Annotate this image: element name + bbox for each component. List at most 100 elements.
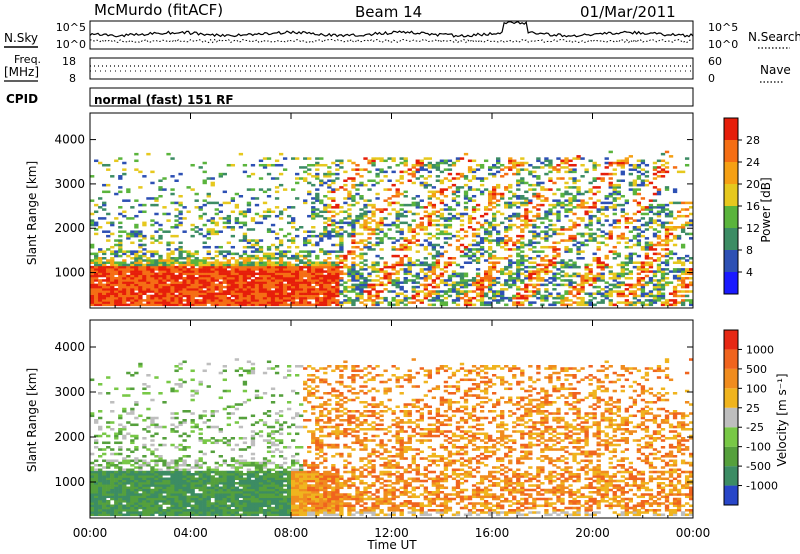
heatmap-cell: [564, 161, 569, 165]
heatmap-cell: [331, 234, 336, 238]
heatmap-cell: [512, 294, 517, 298]
heatmap-cell: [359, 276, 364, 280]
heatmap-cell: [516, 265, 521, 269]
heatmap-cell: [303, 301, 308, 304]
heatmap-cell: [234, 274, 240, 278]
heatmap-cell: [335, 261, 340, 264]
heatmap-cell: [604, 290, 609, 293]
heatmap-cell: [636, 188, 642, 191]
heatmap-cell: [367, 294, 372, 298]
heatmap-cell: [556, 188, 561, 191]
heatmap-cell: [656, 263, 662, 267]
heatmap-cell: [226, 263, 231, 267]
heatmap-cell: [274, 159, 280, 163]
heatmap-cell: [459, 175, 465, 178]
heatmap-cell: [242, 294, 248, 298]
heatmap-cell: [307, 292, 312, 296]
heatmap-cell: [355, 288, 360, 291]
heatmap-cell: [624, 159, 629, 163]
heatmap-cell: [266, 288, 272, 291]
heatmap-cell: [500, 294, 505, 298]
heatmap-cell: [138, 414, 143, 418]
heatmap-cell: [556, 170, 561, 174]
heatmap-cell: [528, 163, 533, 167]
heatmap-cell: [407, 228, 412, 231]
heatmap-cell: [102, 268, 107, 271]
heatmap-cell: [399, 261, 404, 264]
heatmap-cell: [270, 301, 276, 304]
heatmap-cell: [688, 303, 694, 307]
heatmap-cell: [307, 168, 312, 171]
heatmap-cell: [242, 170, 248, 174]
heatmap-cell: [98, 285, 103, 289]
heatmap-cell: [447, 172, 453, 176]
heatmap-cell: [512, 296, 517, 300]
heatmap-cell: [311, 292, 316, 296]
heatmap-cell: [664, 161, 670, 165]
heatmap-cell: [504, 283, 509, 287]
heatmap-cell: [536, 194, 541, 198]
heatmap-cell: [644, 241, 650, 245]
heatmap-cell: [624, 276, 629, 280]
heatmap-cell: [684, 290, 690, 293]
heatmap-cell: [347, 197, 352, 200]
heatmap-cell: [134, 276, 139, 280]
heatmap-cell: [383, 276, 388, 280]
heatmap-cell: [134, 446, 139, 449]
heatmap-cell: [278, 263, 284, 267]
heatmap-cell: [612, 276, 617, 280]
heatmap-cell: [596, 257, 601, 260]
heatmap-cell: [371, 270, 376, 273]
heatmap-cell: [528, 303, 533, 307]
heatmap-cell: [170, 257, 175, 260]
heatmap-cell: [656, 292, 662, 296]
heatmap-cell: [126, 468, 131, 472]
heatmap-cell: [118, 177, 123, 180]
heatmap-cell: [479, 252, 485, 256]
heatmap-cell: [483, 228, 489, 231]
heatmap-cell: [616, 301, 621, 304]
heatmap-cell: [242, 288, 248, 291]
heatmap-cell: [311, 208, 316, 211]
heatmap-cell: [214, 279, 219, 282]
heatmap-cell: [154, 461, 159, 465]
heatmap-cell: [250, 245, 256, 249]
heatmap-cell: [311, 303, 316, 307]
heatmap-cell: [270, 268, 276, 271]
heatmap-cell: [415, 294, 420, 298]
heatmap-cell: [680, 226, 686, 229]
heatmap-cell: [616, 294, 621, 298]
heatmap-cell: [162, 296, 167, 300]
heatmap-cell: [564, 157, 569, 160]
heatmap-cell: [660, 163, 666, 167]
heatmap-cell: [588, 234, 593, 238]
heatmap-cell: [94, 421, 99, 424]
heatmap-cell: [355, 285, 360, 289]
heatmap-cell: [427, 163, 432, 167]
heatmap-cell: [544, 239, 549, 242]
heatmap-cell: [628, 301, 633, 304]
heatmap-cell: [154, 285, 159, 289]
heatmap-cell: [540, 194, 545, 198]
heatmap-cell: [118, 441, 123, 445]
heatmap-cell: [584, 232, 589, 236]
heatmap-cell: [588, 188, 593, 191]
heatmap-cell: [584, 170, 589, 174]
heatmap-cell: [118, 279, 123, 282]
heatmap-cell: [178, 245, 183, 249]
heatmap-cell: [504, 166, 509, 169]
heatmap-cell: [282, 252, 288, 256]
heatmap-cell: [254, 221, 260, 225]
heatmap-cell: [520, 245, 525, 249]
heatmap-cell: [198, 270, 203, 273]
heatmap-cell: [644, 175, 650, 178]
heatmap-cell: [664, 301, 670, 304]
heatmap-cell: [427, 237, 432, 240]
heatmap-cell: [471, 254, 477, 258]
heatmap-cell: [130, 491, 135, 494]
heatmap-cell: [487, 194, 493, 198]
heatmap-cell: [532, 192, 537, 196]
heatmap-cell: [198, 268, 203, 271]
heatmap-cell: [516, 179, 521, 182]
heatmap-cell: [439, 294, 445, 298]
